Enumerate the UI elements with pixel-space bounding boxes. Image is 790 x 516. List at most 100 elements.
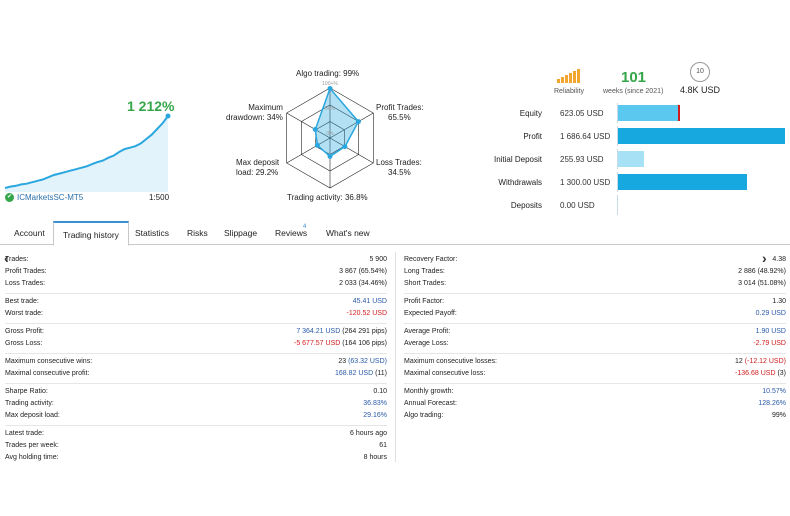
tab-reviews[interactable]: Reviews xyxy=(275,228,308,238)
stat-row: Profit Factor: 1.30 xyxy=(404,296,786,308)
tab-slippage[interactable]: Slippage xyxy=(224,228,258,238)
radar-label-algo: Algo trading: 99% xyxy=(296,69,360,78)
growth-area xyxy=(5,116,168,192)
stat-label: Sharpe Ratio: xyxy=(5,388,48,395)
stat-label: Maximal consecutive loss: xyxy=(404,370,486,377)
balance-row: Deposits 0.00 USD xyxy=(470,195,790,215)
balance-bar-fill xyxy=(618,174,747,190)
stat-value: -136.68 USD (3) xyxy=(735,370,786,377)
chevron-left-icon[interactable]: ‹ xyxy=(4,250,9,266)
radar-point xyxy=(355,119,361,125)
stat-value: -2.79 USD xyxy=(753,340,786,347)
stat-row: Best trade: 45.41 USD xyxy=(5,296,387,308)
balance-bar-fill xyxy=(618,151,644,167)
tab-risks[interactable]: Risks xyxy=(187,228,208,238)
stat-label: Max deposit load: xyxy=(5,412,60,419)
stat-label: Profit Trades: xyxy=(5,268,47,275)
stat-row: Trades per week: 61 xyxy=(5,440,387,452)
tab-whats-new[interactable]: What's new xyxy=(326,228,370,238)
stat-label: Maximum consecutive losses: xyxy=(404,358,497,365)
stat-row: Algo trading: 99% xyxy=(404,410,786,422)
radar-ring-100: 100+% xyxy=(322,81,338,87)
tab-account[interactable]: Account xyxy=(14,228,45,238)
stat-label: Worst trade: xyxy=(5,310,43,317)
stat-row: Trading activity: 36.83% xyxy=(5,398,387,410)
stat-row: Loss Trades: 2 033 (34.46%) xyxy=(5,278,387,290)
stat-row: Maximal consecutive loss: -136.68 USD (3) xyxy=(404,368,786,380)
stat-value: 7 364.21 USD (264 291 pips) xyxy=(296,328,387,335)
reliability-icon xyxy=(557,69,580,83)
balance-bar-fill xyxy=(618,105,680,121)
radar-ring-0: 0% xyxy=(326,131,334,137)
stat-value: 4.38 xyxy=(772,256,786,263)
radar-point xyxy=(327,153,333,159)
balance-label: Initial Deposit xyxy=(493,155,542,164)
stat-row: Worst trade: -120.52 USD xyxy=(5,308,387,320)
balance-value: 1 300.00 USD xyxy=(560,178,611,187)
stat-row: Expected Payoff: 0.29 USD xyxy=(404,308,786,320)
stat-label: Best trade: xyxy=(5,298,39,305)
tab-statistics[interactable]: Statistics xyxy=(135,228,170,238)
stat-label: Gross Profit: xyxy=(5,328,44,335)
stat-label: Latest trade: xyxy=(5,430,44,437)
stat-value: -120.52 USD xyxy=(346,310,387,317)
stat-label: Long Trades: xyxy=(404,268,445,275)
stat-row: Max deposit load: 29.16% xyxy=(5,410,387,422)
balance-bar xyxy=(617,172,747,192)
leverage: 1:500 xyxy=(149,193,170,202)
subscribers-funds: 4.8K USD xyxy=(680,85,721,95)
row-separator xyxy=(5,425,387,426)
radar-label-loss: Loss Trades: 34.5% xyxy=(376,158,422,177)
stat-label: Monthly growth: xyxy=(404,388,454,395)
stat-value: 23 (63.32 USD) xyxy=(338,358,387,365)
balance-bar-fill xyxy=(618,128,785,144)
reviews-count-badge: 4 xyxy=(303,224,307,230)
stat-value: 29.16% xyxy=(363,412,387,419)
stat-label: Annual Forecast: xyxy=(404,400,457,407)
tab-trading-history[interactable]: Trading history xyxy=(53,221,129,246)
stat-label: Average Loss: xyxy=(404,340,449,347)
row-separator xyxy=(5,353,387,354)
growth-line xyxy=(4,115,169,189)
balance-bar xyxy=(617,195,618,215)
stat-label: Recovery Factor: xyxy=(404,256,458,263)
stat-value: 61 xyxy=(379,442,387,449)
stat-value: 1.30 xyxy=(772,298,786,305)
broker-link[interactable]: ✔ ICMarketsSC-MT5 xyxy=(5,193,83,202)
balance-row: Profit 1 686.64 USD xyxy=(470,126,790,146)
radar-label-activity: Trading activity: 36.8% xyxy=(287,193,368,202)
stat-row: Long Trades: 2 886 (48.92%) xyxy=(404,266,786,278)
radar-point xyxy=(314,142,320,148)
stat-value: 6 hours ago xyxy=(350,430,387,437)
weeks-label: weeks (since 2021) xyxy=(603,88,664,95)
subscribers-icon: 10 xyxy=(690,62,710,82)
stat-value: 99% xyxy=(771,412,786,419)
row-separator xyxy=(404,353,786,354)
radar-ring-50: 50% xyxy=(325,106,336,112)
balance-bar xyxy=(617,103,680,123)
stat-value: 3 014 (51.08%) xyxy=(738,280,786,287)
radar-points xyxy=(312,86,361,159)
weeks-count: 101 xyxy=(621,69,647,86)
chevron-right-icon[interactable]: › xyxy=(762,250,767,266)
stat-row: Gross Loss: -5 677.57 USD (164 106 pips) xyxy=(5,338,387,350)
growth-chart xyxy=(4,113,171,192)
stat-row: Maximum consecutive wins: 23 (63.32 USD) xyxy=(5,356,387,368)
stat-row: Latest trade: 6 hours ago xyxy=(5,428,387,440)
radar-spoke xyxy=(329,137,374,164)
stat-label: Maximum consecutive wins: xyxy=(5,358,93,365)
balance-row: Equity 623.05 USD xyxy=(470,103,790,123)
stat-row: Gross Profit: 7 364.21 USD (264 291 pips) xyxy=(5,326,387,338)
stat-label: Profit Factor: xyxy=(404,298,445,305)
tab-bar: Account Trading history Statistics Risks… xyxy=(0,221,790,246)
stat-value: -5 677.57 USD (164 106 pips) xyxy=(293,340,387,347)
stat-value: 3 867 (65.54%) xyxy=(339,268,387,275)
radar-label-deposit-load: Max deposit load: 29.2% xyxy=(236,158,280,177)
balance-label: Equity xyxy=(519,109,542,118)
row-separator xyxy=(404,323,786,324)
stat-row: Maximal consecutive profit: 168.82 USD (1… xyxy=(5,368,387,380)
stat-row: Short Trades: 3 014 (51.08%) xyxy=(404,278,786,290)
radar-label-profit: Profit Trades: 65.5% xyxy=(376,103,424,122)
radar-area xyxy=(314,87,360,158)
stat-row: Trades: 5 900 xyxy=(5,254,387,266)
